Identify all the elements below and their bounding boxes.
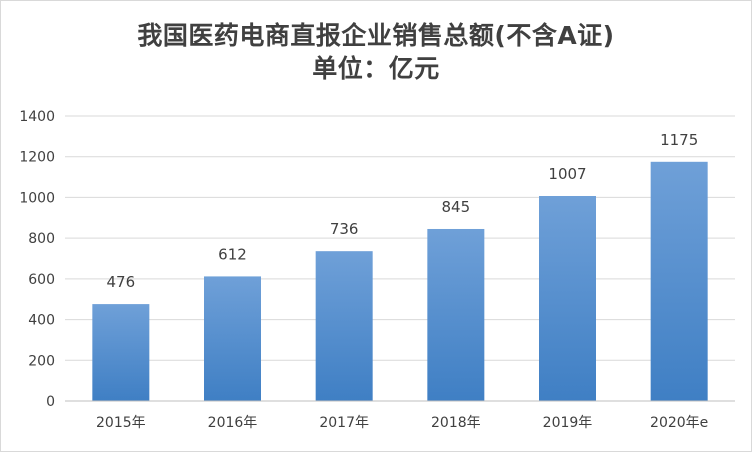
chart-subtitle: 单位：亿元	[312, 54, 440, 83]
y-tick-label: 1400	[19, 109, 55, 125]
bar-2018年	[427, 228, 485, 401]
x-tick-label: 2015年	[96, 415, 146, 431]
chart-title: 我国医药电商直报企业销售总额(不含A证)	[137, 21, 615, 50]
bar-2015年	[92, 304, 150, 401]
bar-2016年	[204, 276, 261, 401]
y-tick-label: 1000	[19, 190, 55, 206]
data-label: 476	[107, 273, 136, 291]
y-tick-label: 0	[46, 394, 55, 410]
y-tick-label: 200	[28, 353, 55, 369]
bars	[92, 161, 708, 401]
x-tick-label: 2020年e	[650, 415, 708, 431]
x-tick-label: 2019年	[543, 415, 593, 431]
data-label: 1007	[548, 165, 586, 183]
x-tick-label: 2017年	[319, 415, 369, 431]
x-axis: 2015年 2016年 2017年 2018年 2019年 2020年e	[65, 400, 735, 431]
y-tick-label: 1200	[19, 150, 55, 166]
data-label: 736	[330, 220, 359, 238]
x-tick-label: 2016年	[208, 415, 258, 431]
bar-2019年	[539, 196, 596, 401]
y-tick-label: 600	[28, 272, 55, 288]
data-label: 1175	[660, 131, 698, 149]
x-tick-label: 2018年	[431, 415, 481, 431]
data-label: 845	[442, 198, 471, 216]
gridlines	[65, 115, 735, 402]
y-axis: 0 200 400 600 800 1000 1200 1400	[19, 109, 55, 410]
y-tick-label: 400	[28, 313, 55, 329]
y-tick-label: 800	[28, 231, 55, 247]
bar-2020年e	[650, 161, 708, 401]
bar-2017年	[315, 251, 373, 401]
data-labels: 476 612 736 845 1007 1175	[107, 131, 699, 291]
data-label: 612	[218, 245, 247, 263]
